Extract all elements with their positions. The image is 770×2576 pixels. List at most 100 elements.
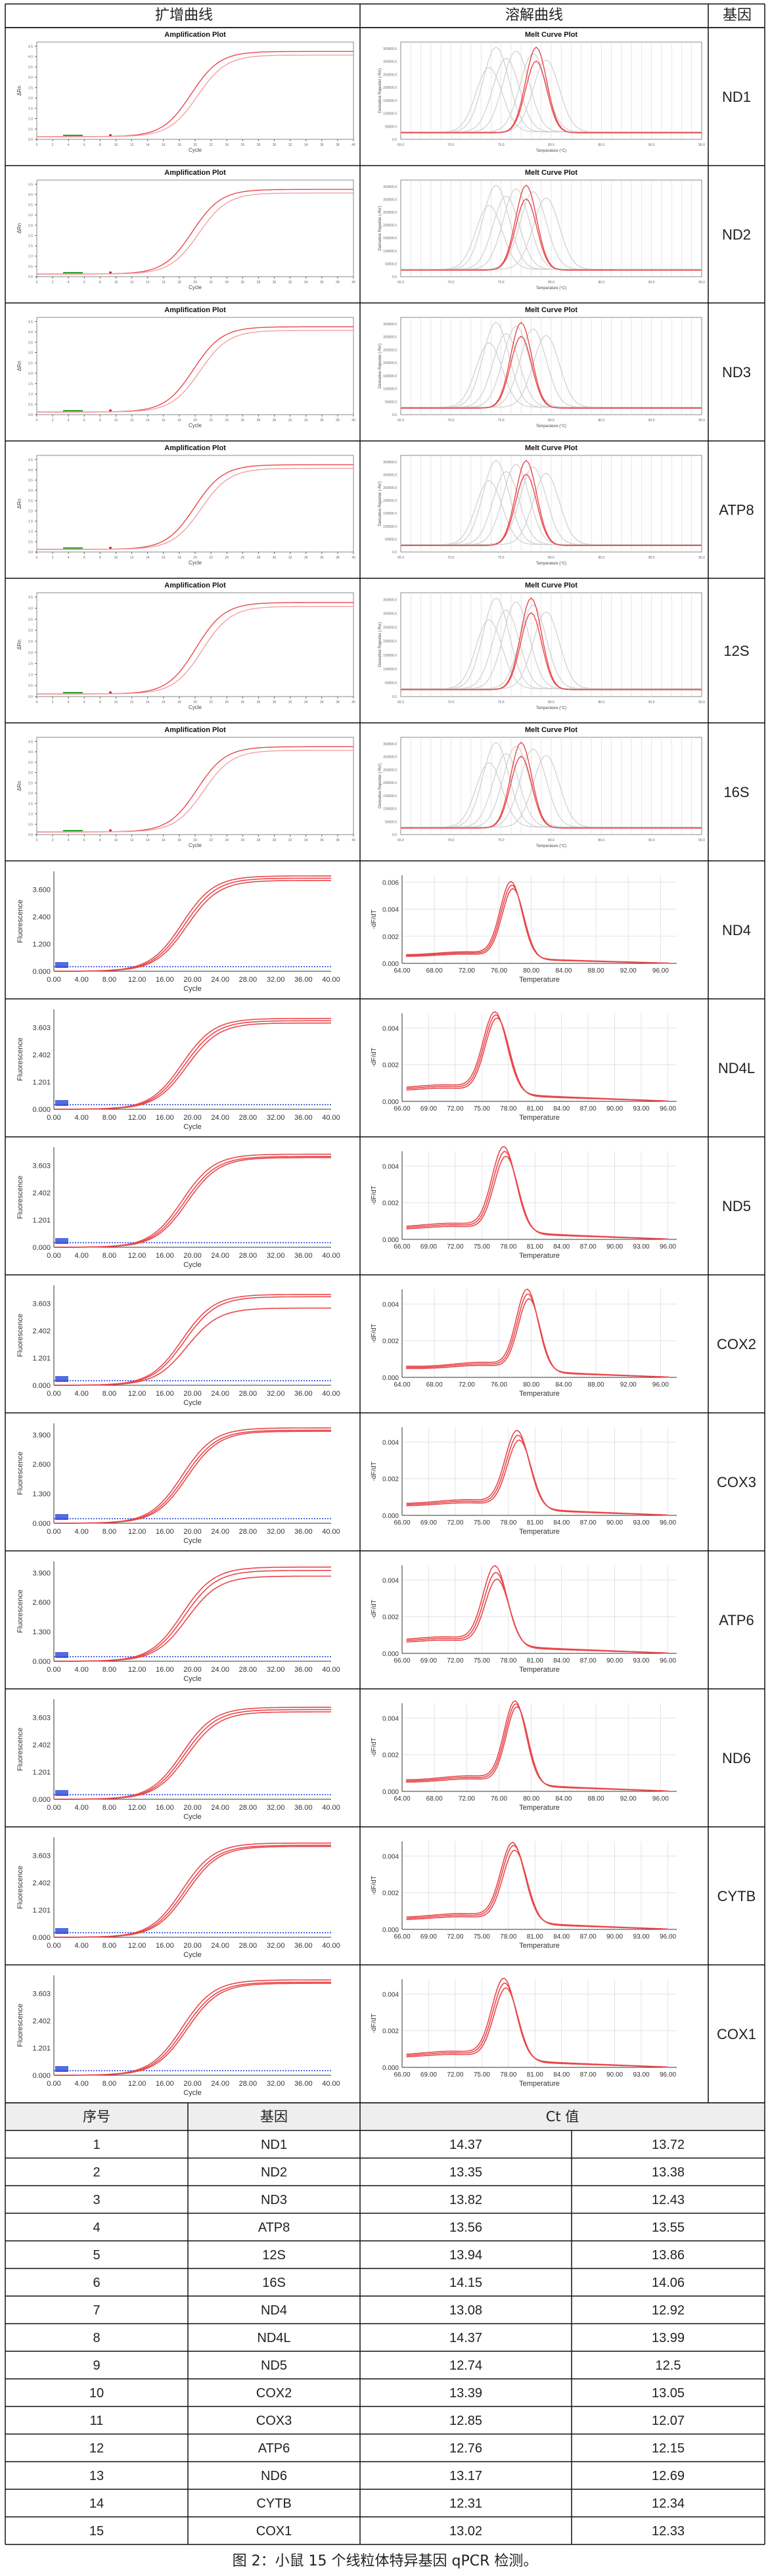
melt-x-tick-label: 78.00 — [500, 1105, 516, 1113]
melt-y-axis-label: -dF/dT — [371, 1737, 378, 1757]
table-cell: 12.34 — [652, 2496, 685, 2511]
table-header-index: 序号 — [83, 2109, 110, 2125]
melt-x-tick-label: 95.0 — [698, 419, 705, 423]
amp-x-tick-label: 22 — [209, 281, 213, 285]
amp-x-tick-label: 12.00 — [128, 1390, 147, 1398]
table-cell: ND5 — [261, 2358, 287, 2373]
melt-x-tick-label: 84.00 — [555, 1381, 572, 1389]
melt-curve — [406, 1572, 668, 1654]
melt-x-tick-label: 92.00 — [620, 1381, 637, 1389]
melt-x-tick-label: 69.00 — [420, 1519, 437, 1527]
amp-curve — [54, 1983, 331, 2076]
melt-x-axis-label: Temperature — [519, 1666, 560, 1674]
amp-y-tick-label: 0.5 — [28, 127, 33, 131]
amp-baseline-marker — [55, 1790, 68, 1796]
table-cell: COX2 — [256, 2386, 292, 2401]
melt-x-tick-label: 64.00 — [394, 1795, 410, 1803]
amp-x-tick-label: 4.00 — [74, 1252, 88, 1260]
amp-y-tick-label: 2.402 — [32, 1327, 51, 1335]
amp-x-tick-label: 12 — [130, 839, 134, 842]
melt-y-axis-label: -dF/dT — [371, 1875, 378, 1895]
melt-curve — [401, 755, 702, 829]
amp-x-tick-label: 24.00 — [211, 1252, 229, 1260]
melt-x-tick-label: 72.00 — [459, 1795, 475, 1803]
amp-x-axis-label: Cycle — [189, 704, 202, 710]
melt-plot-title: Melt Curve Plot — [525, 306, 578, 314]
table-row: 15 COX1 13.02 12.33 — [89, 2524, 685, 2539]
amp-y-tick-label: 1.201 — [32, 1079, 51, 1087]
amp-x-tick-label: 8.00 — [102, 1942, 116, 1950]
melt-x-tick-label: 72.00 — [447, 1105, 463, 1113]
amp-x-tick-label: 18 — [177, 143, 181, 147]
amp-x-tick-label: 38 — [336, 281, 340, 285]
amp-x-tick-label: 36 — [320, 701, 324, 704]
melt-x-tick-label: 84.00 — [553, 1519, 570, 1527]
table-cell: 13.02 — [449, 2524, 482, 2539]
table-row: 8 ND4L 14.37 13.99 — [93, 2331, 685, 2345]
amp-y-tick-label: 4.0 — [28, 750, 33, 754]
amp-x-tick-label: 18 — [177, 556, 181, 560]
table-cell: 12.15 — [652, 2441, 685, 2456]
amp-x-tick-label: 24.00 — [211, 976, 229, 984]
melt-y-tick-label: 0.002 — [382, 1200, 399, 1207]
amp-baseline-marker — [55, 1652, 68, 1658]
melt-x-tick-label: 78.00 — [500, 1519, 516, 1527]
melt-y-tick-label: 350000.0 — [383, 599, 397, 603]
amp-x-tick-label: 20 — [193, 839, 197, 842]
amp-x-tick-label: 24 — [225, 556, 229, 560]
melt-x-axis-label: Temperature — [519, 1390, 560, 1398]
gene-label: COX3 — [717, 1474, 756, 1490]
amp-x-tick-label: 30 — [273, 701, 277, 704]
melt-x-tick-label: 96.00 — [660, 1933, 676, 1941]
amp-y-tick-label: 3.0 — [28, 214, 33, 218]
panel-row: ATP8 Amplification Plot 0.0 0.5 1.0 1.5 2.0 2.5… — [16, 444, 754, 566]
amp-x-tick-label: 12.00 — [128, 2080, 147, 2088]
amp-plot-title: Amplification Plot — [164, 444, 226, 452]
amp-x-tick-label: 24.00 — [211, 1390, 229, 1398]
amp-curve — [54, 1020, 331, 1110]
melt-reference-curve — [401, 480, 702, 545]
melt-y-tick-label: 150000.0 — [383, 794, 397, 798]
amp-x-tick-label: 0 — [36, 556, 38, 560]
amp-y-axis-label: Fluorescence — [16, 1314, 24, 1357]
amp-x-tick-label: 8 — [99, 281, 101, 285]
table-row: 10 COX2 13.39 13.05 — [89, 2386, 685, 2401]
melt-y-tick-label: 50000.0 — [385, 681, 397, 685]
table-cell: 14 — [89, 2496, 104, 2511]
amp-x-tick-label: 26 — [241, 143, 245, 147]
melt-x-tick-label: 72.00 — [459, 967, 475, 975]
amp-x-tick-label: 18 — [177, 839, 181, 842]
melt-y-tick-label: 300000.0 — [383, 60, 397, 64]
melt-x-tick-label: 72.00 — [447, 1519, 463, 1527]
amp-column-title: 扩增曲线 — [155, 7, 213, 24]
melt-y-tick-label: 0.004 — [382, 1025, 399, 1032]
melt-y-tick-label: 100000.0 — [383, 668, 397, 672]
table-cell: 13.05 — [652, 2386, 685, 2401]
amp-x-tick-label: 26 — [241, 701, 245, 704]
table-cell: 12.74 — [449, 2358, 482, 2373]
melt-y-tick-label: 0.004 — [382, 1439, 399, 1446]
amp-x-tick-label: 32.00 — [267, 1666, 285, 1674]
table-cell: 11 — [90, 2414, 104, 2428]
melt-curve — [406, 1151, 668, 1240]
amp-x-tick-label: 16 — [162, 701, 166, 704]
amp-x-tick-label: 22 — [209, 419, 213, 423]
amp-x-tick-label: 24 — [225, 701, 229, 704]
melt-x-tick-label: 80.0 — [548, 701, 555, 704]
melt-x-tick-label: 72.00 — [447, 1933, 463, 1941]
melt-x-tick-label: 65.0 — [397, 281, 404, 285]
melt-x-tick-label: 69.00 — [420, 1243, 437, 1251]
amp-x-tick-label: 0.00 — [47, 2080, 60, 2088]
amp-x-tick-label: 30 — [273, 143, 277, 147]
amp-x-tick-label: 0.00 — [47, 976, 60, 984]
amp-y-tick-label: 0.0 — [28, 551, 33, 555]
table-cell: 14.15 — [449, 2276, 482, 2290]
amp-y-tick-label: 0.000 — [32, 968, 51, 976]
amp-y-tick-label: 4.5 — [28, 458, 33, 462]
amp-x-tick-label: 4.00 — [74, 1942, 88, 1950]
melt-x-tick-label: 78.00 — [500, 2071, 516, 2079]
melt-y-tick-label: 300000.0 — [383, 473, 397, 477]
melt-reference-curve — [401, 67, 702, 133]
amp-curve — [54, 880, 331, 972]
melt-x-axis-label: Temperature — [519, 1528, 560, 1536]
